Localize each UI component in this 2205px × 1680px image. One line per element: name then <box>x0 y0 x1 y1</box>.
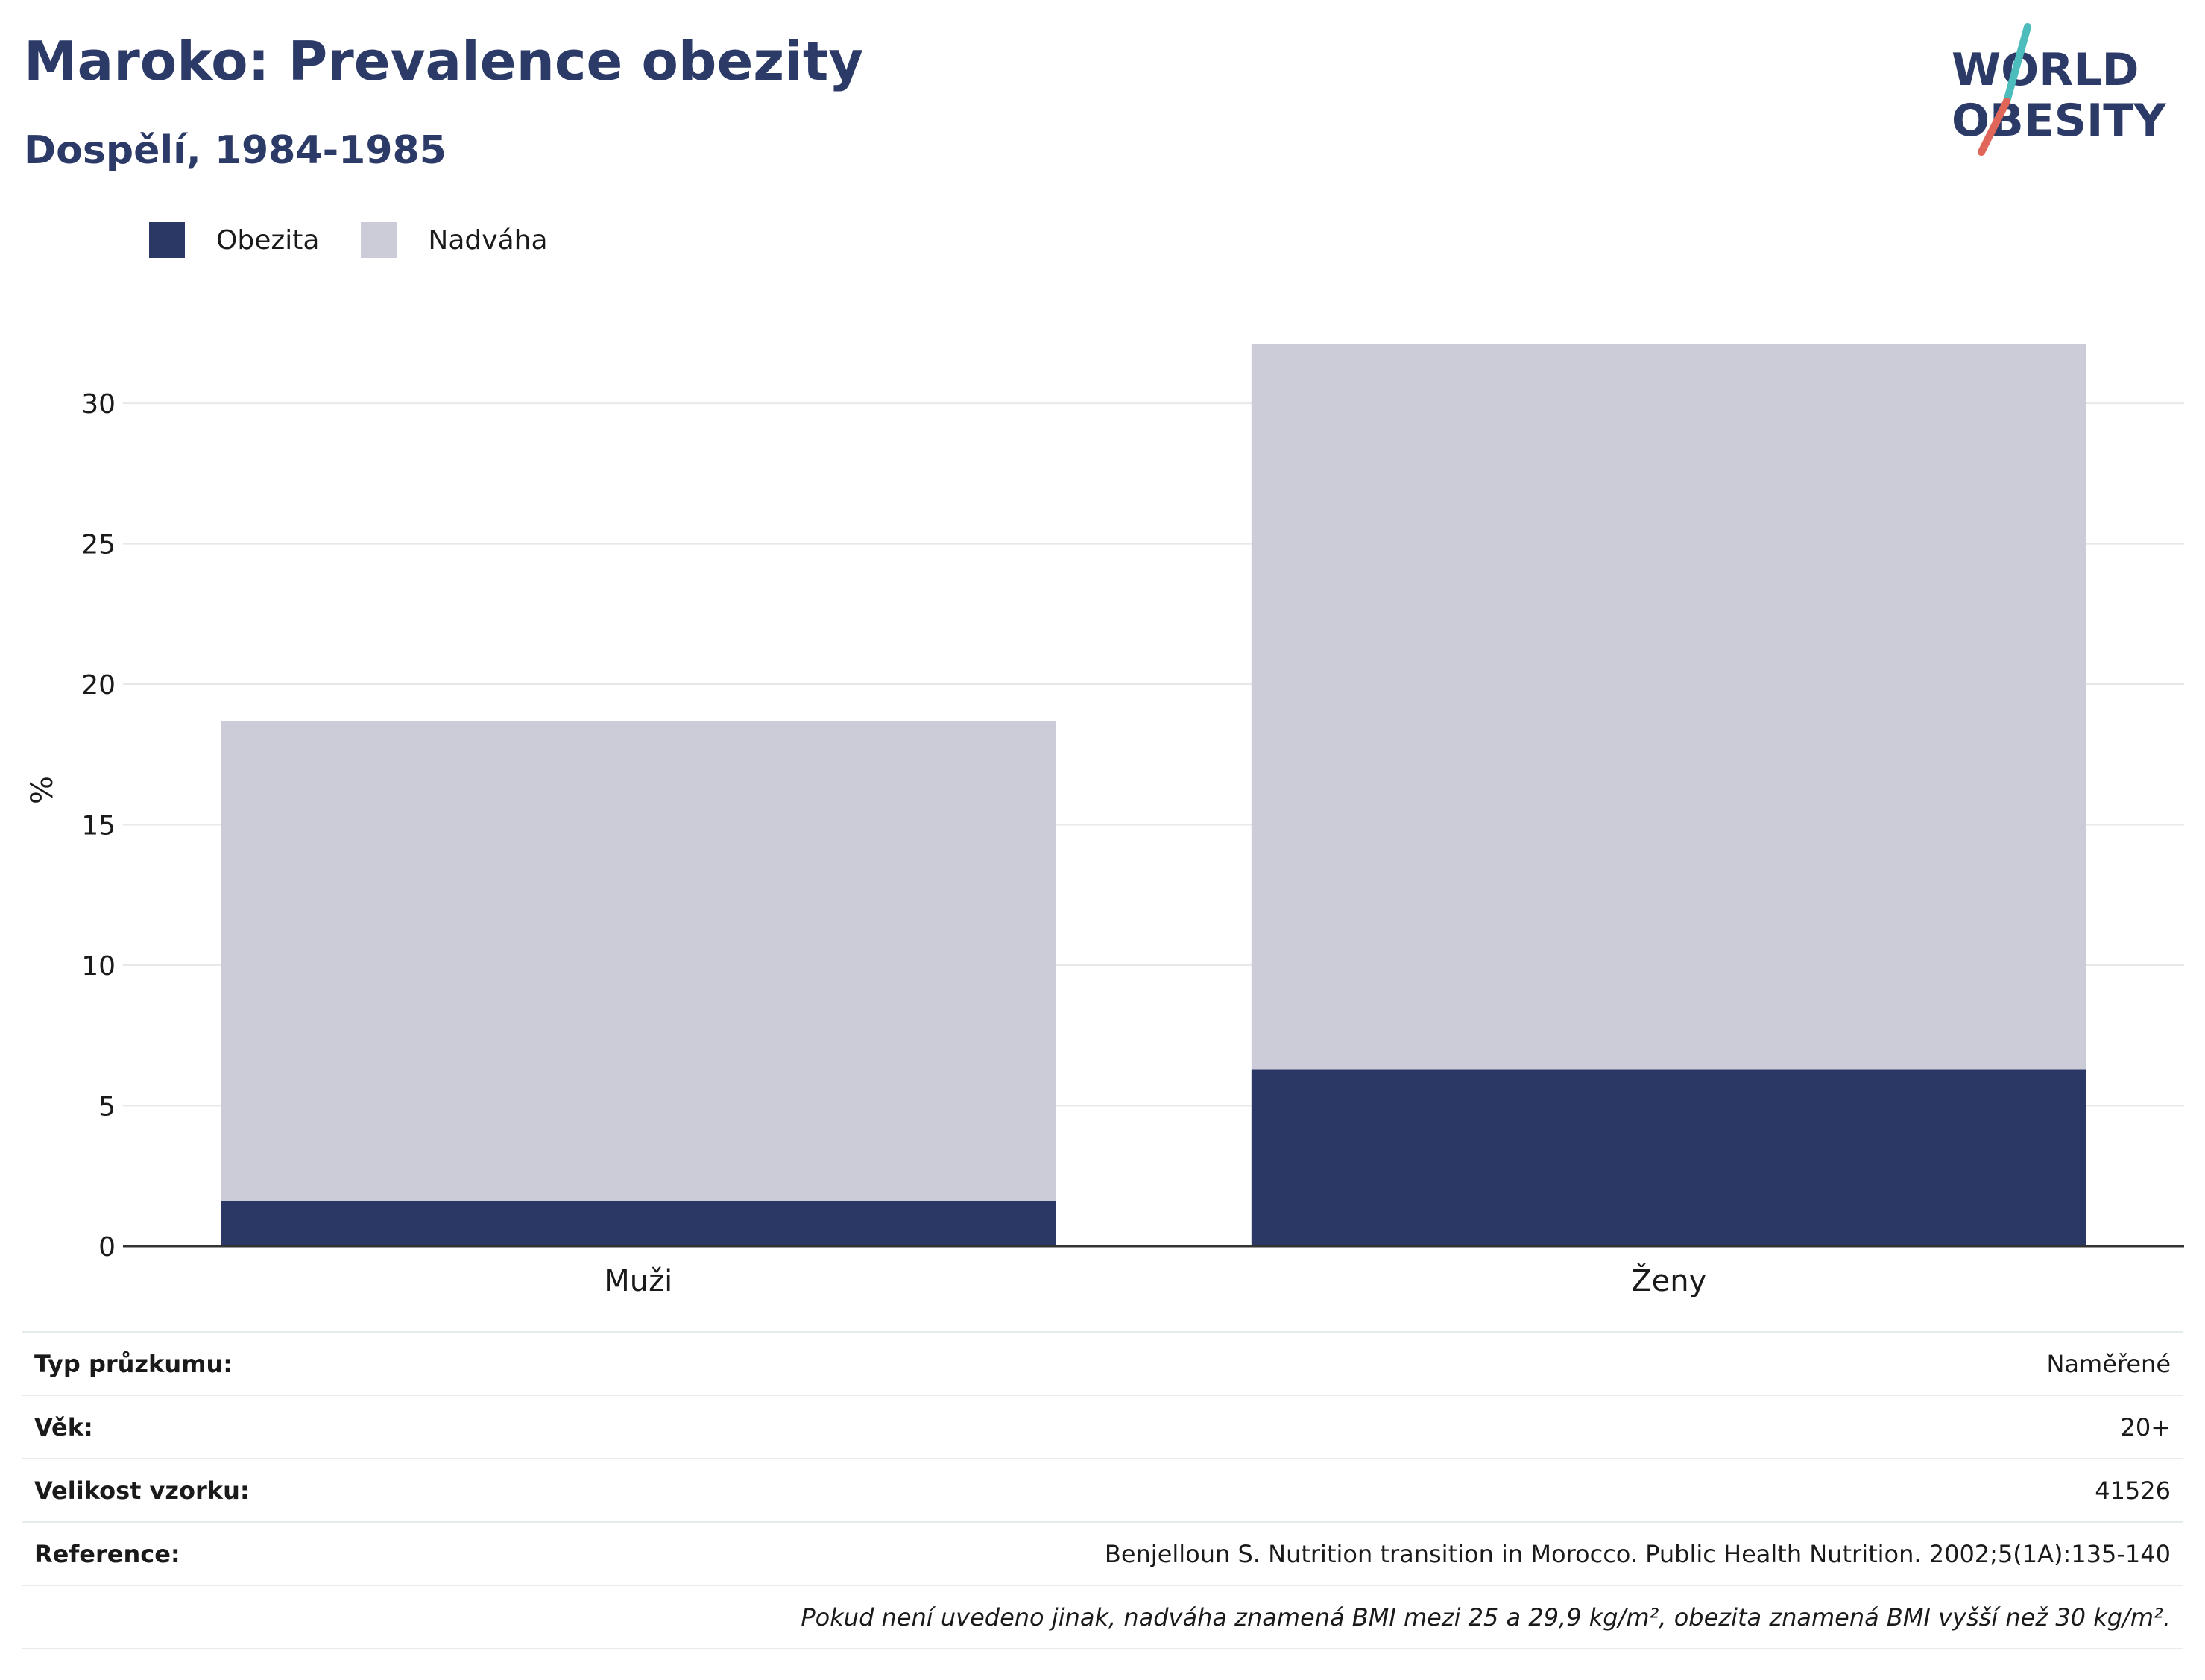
meta-label-sample-size: Velikost vzorku: <box>34 1476 250 1505</box>
chart-title: Maroko: Prevalence obezity <box>24 30 864 92</box>
meta-row-note: Pokud není uvedeno jinak, nadváha znamen… <box>22 1585 2183 1649</box>
bar-nadváha-muzi <box>221 721 1056 1201</box>
world-obesity-logo: WORLD OBESITY <box>1952 23 2167 156</box>
x-tick-label: Muži <box>604 1264 672 1297</box>
y-tick-label: 25 <box>81 530 116 560</box>
definition-note: Pokud není uvedeno jinak, nadváha znamen… <box>801 1602 2171 1632</box>
legend-label-nadvaha: Nadváha <box>428 224 548 256</box>
legend-item-obezita[interactable]: Obezita <box>149 222 319 258</box>
logo-slash-top <box>2003 23 2031 105</box>
bar-obezita-muzi <box>221 1201 1056 1246</box>
y-tick-label: 10 <box>81 951 116 982</box>
legend-label-obezita: Obezita <box>216 224 320 256</box>
stacked-bar-chart: 0 5 10 15 20 25 30% Muži Ženy <box>25 344 2184 1297</box>
meta-label-reference: Reference: <box>34 1539 180 1568</box>
meta-value-survey-type: Naměřené <box>2046 1349 2171 1378</box>
chart-subtitle: Dospělí, 1984-1985 <box>24 128 447 173</box>
legend-swatch-nadvaha <box>361 222 397 258</box>
meta-label-age: Věk: <box>34 1412 93 1441</box>
y-tick-label: 0 <box>98 1232 116 1263</box>
x-tick-label: Ženy <box>1631 1263 1706 1297</box>
meta-value-age: 20+ <box>2120 1412 2171 1441</box>
y-tick-label: 20 <box>81 670 116 701</box>
meta-value-sample-size: 41526 <box>2095 1476 2171 1505</box>
meta-label-survey-type: Typ průzkumu: <box>34 1349 233 1378</box>
meta-value-reference: Benjelloun S. Nutrition transition in Mo… <box>1104 1539 2171 1568</box>
bar-nadváha-zeny <box>1251 344 2086 1070</box>
logo-slash-bottom <box>1978 98 2010 156</box>
y-tick-label: 5 <box>98 1092 116 1122</box>
legend-swatch-obezita <box>149 222 185 258</box>
chart-legend: Obezita Nadváha <box>149 221 590 259</box>
meta-row-sample-size: Velikost vzorku: 41526 <box>22 1458 2183 1521</box>
meta-row-survey-type: Typ průzkumu: Naměřené <box>22 1331 2183 1395</box>
y-axis-label: % <box>25 776 60 804</box>
y-tick-label: 15 <box>81 811 116 841</box>
meta-row-age: Věk: 20+ <box>22 1395 2183 1458</box>
metadata-table: Typ průzkumu: Naměřené Věk: 20+ Velikost… <box>22 1331 2183 1649</box>
meta-row-reference: Reference: Benjelloun S. Nutrition trans… <box>22 1521 2183 1585</box>
y-tick-label: 30 <box>81 389 116 420</box>
bar-obezita-zeny <box>1251 1069 2086 1246</box>
logo-line-1: WORLD <box>1952 44 2139 96</box>
legend-item-nadvaha[interactable]: Nadváha <box>361 222 548 258</box>
